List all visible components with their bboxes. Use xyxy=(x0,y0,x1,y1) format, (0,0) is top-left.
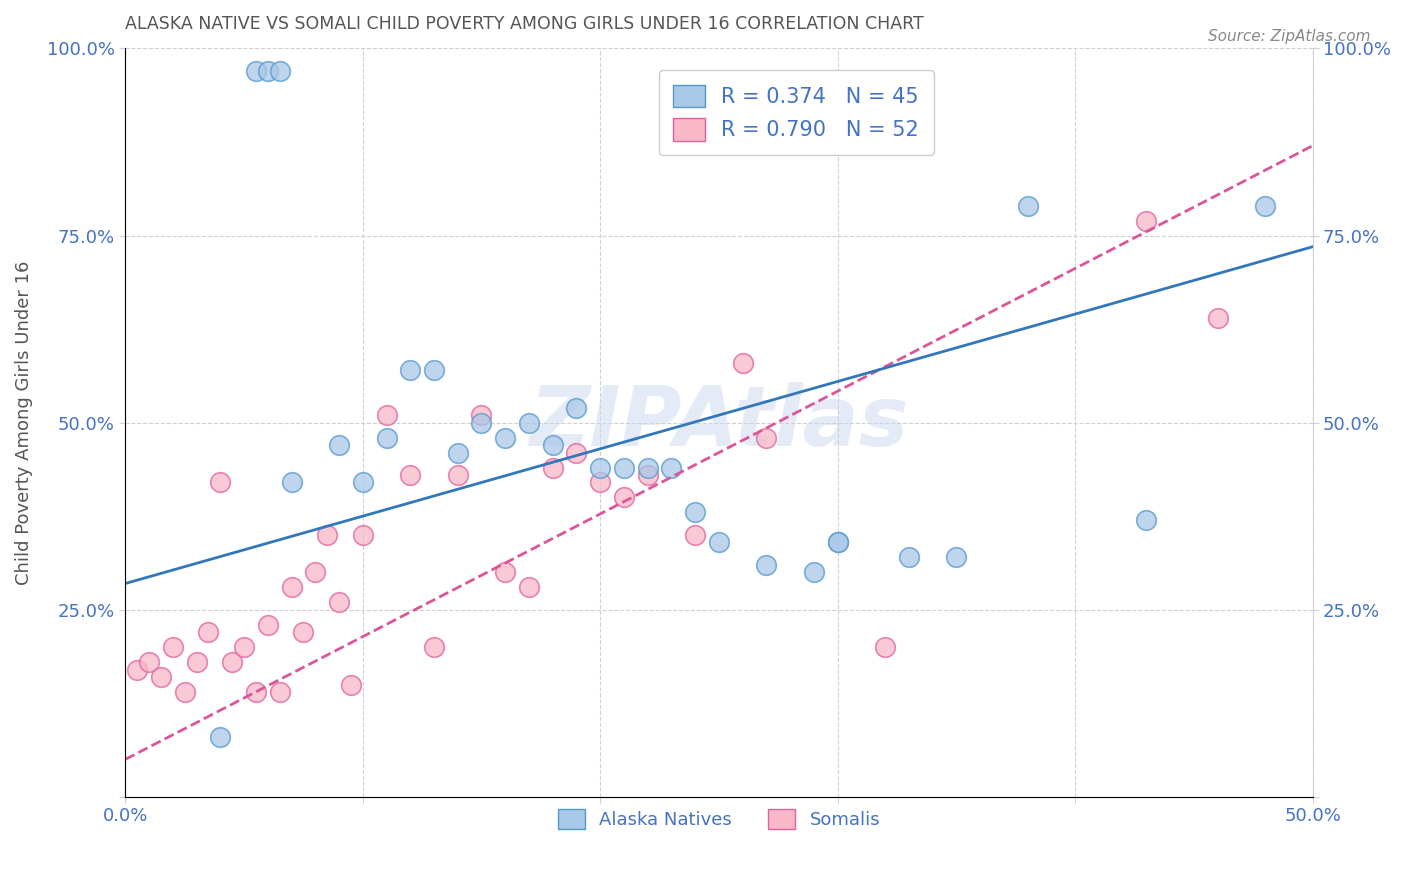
Point xyxy=(827,535,849,549)
Point xyxy=(613,491,636,505)
Point xyxy=(340,677,363,691)
Point xyxy=(209,730,232,744)
Point xyxy=(755,431,778,445)
Point xyxy=(517,416,540,430)
Point xyxy=(256,617,278,632)
Point xyxy=(209,475,232,490)
Point xyxy=(637,468,659,483)
Point xyxy=(589,475,612,490)
Point xyxy=(613,460,636,475)
Point xyxy=(138,655,160,669)
Point xyxy=(683,528,706,542)
Point xyxy=(352,475,374,490)
Point xyxy=(1135,213,1157,227)
Point xyxy=(897,550,920,565)
Point xyxy=(149,670,172,684)
Point xyxy=(233,640,256,654)
Point xyxy=(565,445,588,459)
Text: ZIPAtlas: ZIPAtlas xyxy=(529,382,908,463)
Point xyxy=(245,685,267,699)
Legend: Alaska Natives, Somalis: Alaska Natives, Somalis xyxy=(551,802,887,837)
Point xyxy=(803,566,825,580)
Point xyxy=(683,505,706,519)
Point xyxy=(517,580,540,594)
Point xyxy=(1254,198,1277,212)
Point xyxy=(494,566,516,580)
Point xyxy=(399,363,422,377)
Point xyxy=(755,558,778,572)
Point xyxy=(280,475,302,490)
Point xyxy=(186,655,208,669)
Point xyxy=(541,460,564,475)
Point xyxy=(269,685,291,699)
Point xyxy=(245,63,267,78)
Point xyxy=(304,566,326,580)
Point xyxy=(541,438,564,452)
Text: Source: ZipAtlas.com: Source: ZipAtlas.com xyxy=(1208,29,1371,44)
Point xyxy=(661,460,683,475)
Point xyxy=(1017,198,1039,212)
Point xyxy=(328,595,350,609)
Point xyxy=(1206,310,1229,325)
Point xyxy=(589,460,612,475)
Y-axis label: Child Poverty Among Girls Under 16: Child Poverty Among Girls Under 16 xyxy=(15,260,32,585)
Point xyxy=(256,63,278,78)
Point xyxy=(707,535,730,549)
Point xyxy=(423,363,446,377)
Point xyxy=(875,640,897,654)
Point xyxy=(423,640,446,654)
Text: ALASKA NATIVE VS SOMALI CHILD POVERTY AMONG GIRLS UNDER 16 CORRELATION CHART: ALASKA NATIVE VS SOMALI CHILD POVERTY AM… xyxy=(125,15,924,33)
Point xyxy=(173,685,195,699)
Point xyxy=(827,535,849,549)
Point xyxy=(470,416,492,430)
Point xyxy=(731,356,754,370)
Point xyxy=(280,580,302,594)
Point xyxy=(162,640,184,654)
Point xyxy=(292,625,315,640)
Point xyxy=(127,663,149,677)
Point xyxy=(494,431,516,445)
Point xyxy=(197,625,219,640)
Point xyxy=(470,408,492,422)
Point xyxy=(316,528,339,542)
Point xyxy=(352,528,374,542)
Point xyxy=(269,63,291,78)
Point xyxy=(637,460,659,475)
Point xyxy=(1135,513,1157,527)
Point xyxy=(221,655,243,669)
Point xyxy=(375,431,398,445)
Point xyxy=(945,550,967,565)
Point xyxy=(328,438,350,452)
Point xyxy=(447,468,470,483)
Point xyxy=(375,408,398,422)
Point xyxy=(399,468,422,483)
Point xyxy=(447,445,470,459)
Point xyxy=(565,401,588,415)
